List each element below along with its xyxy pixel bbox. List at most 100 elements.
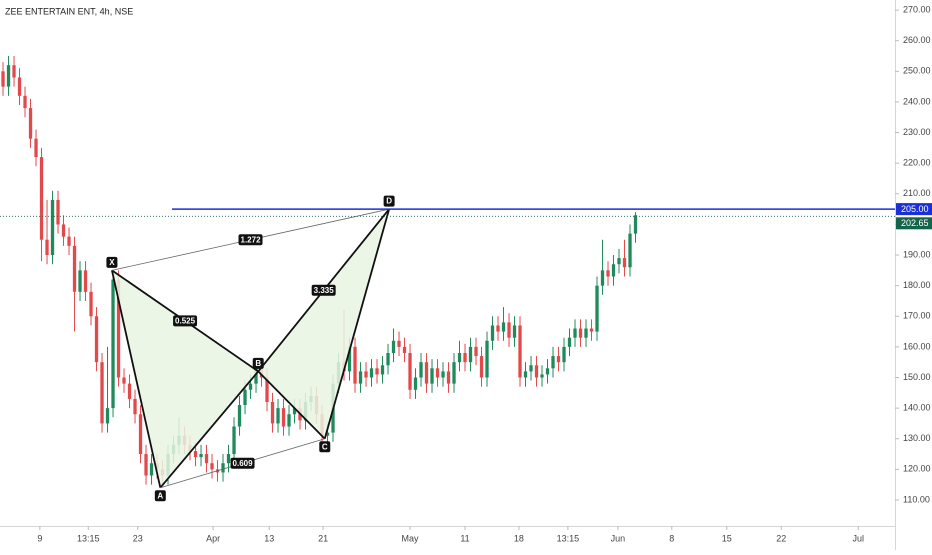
candle-body xyxy=(232,426,236,455)
candle-body xyxy=(457,353,462,363)
candle-body xyxy=(127,383,132,399)
pattern-ratio-label: 1.272 xyxy=(241,235,262,244)
candle-body xyxy=(529,365,533,372)
candle-body xyxy=(617,258,621,265)
candle-body xyxy=(380,365,385,375)
candle-body xyxy=(237,405,242,427)
candle-body xyxy=(391,340,396,354)
y-tick-label: 260.00 xyxy=(903,35,931,45)
candle-body xyxy=(89,291,93,317)
pattern-point-label: D xyxy=(386,197,392,206)
candle-body xyxy=(67,236,71,246)
y-tick-label: 270.00 xyxy=(903,4,931,14)
candle-body xyxy=(221,463,225,473)
pattern-ratio-label: 0.609 xyxy=(233,459,254,468)
x-tick-label: 22 xyxy=(776,533,786,543)
candle-body xyxy=(578,328,583,338)
pattern-ratio-label: 3.335 xyxy=(314,286,335,295)
candles xyxy=(1,56,638,485)
chart-title: ZEE ENTERTAIN ENT, 4h, NSE xyxy=(5,6,133,16)
candle-body xyxy=(6,65,11,87)
candle-body xyxy=(369,368,374,378)
x-tick-label: Jul xyxy=(853,533,865,543)
level-label-box xyxy=(896,203,932,216)
candle-body xyxy=(243,389,247,406)
candle-body xyxy=(567,337,572,347)
candle-body xyxy=(408,353,412,390)
pattern-point-label: A xyxy=(157,491,163,500)
candle-body xyxy=(193,450,198,458)
candle-body xyxy=(83,270,88,292)
candle-body xyxy=(23,95,27,109)
candle-body xyxy=(419,362,423,378)
candle-body xyxy=(463,353,467,363)
candle-body xyxy=(540,374,544,378)
candle-body xyxy=(551,356,555,369)
candle-body xyxy=(353,346,357,384)
candle-body xyxy=(441,371,445,378)
x-tick-label: 8 xyxy=(669,533,674,543)
candle-body xyxy=(226,454,231,464)
candle-body xyxy=(1,71,5,87)
candle-body xyxy=(17,77,22,96)
candle-body xyxy=(545,368,550,375)
y-tick-label: 110.00 xyxy=(903,494,930,504)
candle-body xyxy=(78,270,82,292)
pattern-point-label-box xyxy=(383,195,395,207)
candle-body xyxy=(430,368,434,384)
y-tick-label: 250.00 xyxy=(903,66,931,76)
candle-body xyxy=(270,402,275,424)
candle-body xyxy=(292,408,297,415)
candle-body xyxy=(512,325,517,338)
candle-body xyxy=(34,138,38,158)
candle-body xyxy=(45,239,49,256)
y-tick-label: 230.00 xyxy=(903,127,931,137)
x-tick-label: Jun xyxy=(611,533,626,543)
y-tick-label: 140.00 xyxy=(903,402,931,412)
candle-body xyxy=(116,279,121,378)
candle-body xyxy=(402,346,407,354)
pattern-point-label: B xyxy=(255,359,261,368)
candle-body xyxy=(111,279,115,409)
y-tick-label: 240.00 xyxy=(903,96,931,106)
candle-body xyxy=(122,377,126,384)
y-tick-label: 210.00 xyxy=(903,188,931,198)
candle-body xyxy=(56,199,60,225)
pattern-leg xyxy=(159,370,259,489)
candle-body xyxy=(622,258,627,268)
candle-body xyxy=(50,199,55,256)
candle-body xyxy=(375,368,379,375)
pattern-leg xyxy=(257,370,326,440)
candle-body xyxy=(12,65,16,78)
x-tick-label: May xyxy=(402,533,420,543)
candle-body xyxy=(276,408,280,424)
candle-body xyxy=(518,325,522,378)
x-tick-label: 13:15 xyxy=(557,533,580,543)
candle-body xyxy=(468,346,473,363)
pattern-point-label-box xyxy=(319,441,331,453)
candle-body xyxy=(100,362,104,424)
y-tick-label: 160.00 xyxy=(903,341,931,351)
candle-body xyxy=(534,365,539,378)
candle-body xyxy=(364,371,368,378)
candle-body xyxy=(606,270,610,277)
pattern-point-label-box xyxy=(106,256,118,268)
pattern-ratio-label-box xyxy=(173,315,198,327)
candle-body xyxy=(600,270,605,286)
x-tick-label: 23 xyxy=(133,533,143,543)
candle-body xyxy=(573,328,577,338)
candle-body xyxy=(199,454,203,458)
candle-body xyxy=(28,108,33,139)
pattern-leg xyxy=(111,270,162,488)
candle-body xyxy=(584,328,588,338)
candle-body xyxy=(204,454,209,464)
x-tick-label: 13:15 xyxy=(77,533,100,543)
candle-body xyxy=(501,322,506,332)
candle-body xyxy=(452,362,456,384)
candle-body xyxy=(611,264,616,277)
candle-body xyxy=(397,340,401,347)
pattern-point-label-box xyxy=(252,357,264,369)
candle-body xyxy=(589,328,594,332)
candle-body xyxy=(562,346,566,363)
candle-body xyxy=(424,362,429,384)
